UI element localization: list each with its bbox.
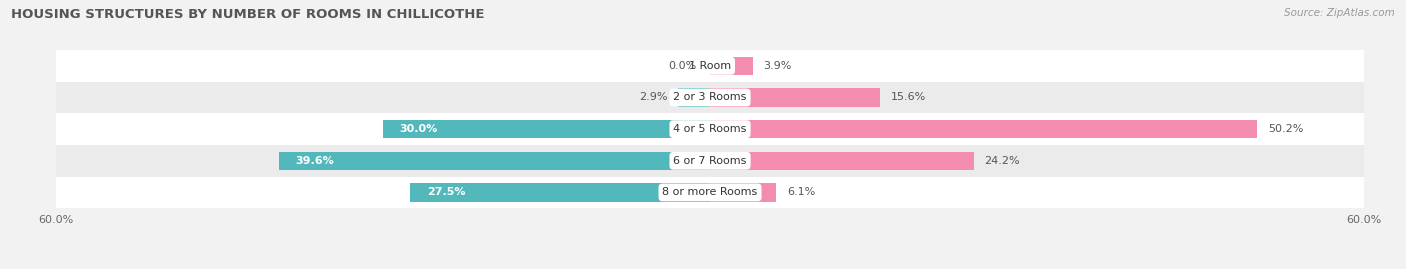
Text: 15.6%: 15.6% [891, 93, 927, 102]
Bar [278, 152, 710, 170]
Text: 6.1%: 6.1% [787, 187, 815, 197]
Bar [710, 183, 776, 201]
Bar [56, 113, 1364, 145]
Text: 27.5%: 27.5% [427, 187, 465, 197]
Bar [56, 145, 1364, 176]
Text: 50.2%: 50.2% [1268, 124, 1303, 134]
Bar [710, 88, 880, 107]
Bar [710, 120, 1257, 138]
Text: 1 Room: 1 Room [689, 61, 731, 71]
Text: 30.0%: 30.0% [399, 124, 437, 134]
Text: 24.2%: 24.2% [984, 156, 1021, 166]
Bar [710, 152, 974, 170]
Bar [56, 50, 1364, 82]
Text: 4 or 5 Rooms: 4 or 5 Rooms [673, 124, 747, 134]
Text: 6 or 7 Rooms: 6 or 7 Rooms [673, 156, 747, 166]
Text: 8 or more Rooms: 8 or more Rooms [662, 187, 758, 197]
Bar [56, 82, 1364, 113]
Text: HOUSING STRUCTURES BY NUMBER OF ROOMS IN CHILLICOTHE: HOUSING STRUCTURES BY NUMBER OF ROOMS IN… [11, 8, 485, 21]
Bar [679, 88, 710, 107]
Text: 2 or 3 Rooms: 2 or 3 Rooms [673, 93, 747, 102]
Text: 2.9%: 2.9% [640, 93, 668, 102]
Text: 3.9%: 3.9% [763, 61, 792, 71]
Text: Source: ZipAtlas.com: Source: ZipAtlas.com [1284, 8, 1395, 18]
Bar [382, 120, 710, 138]
Text: 0.0%: 0.0% [669, 61, 697, 71]
Bar [710, 57, 752, 75]
Text: 39.6%: 39.6% [295, 156, 333, 166]
Bar [56, 176, 1364, 208]
Bar [411, 183, 710, 201]
